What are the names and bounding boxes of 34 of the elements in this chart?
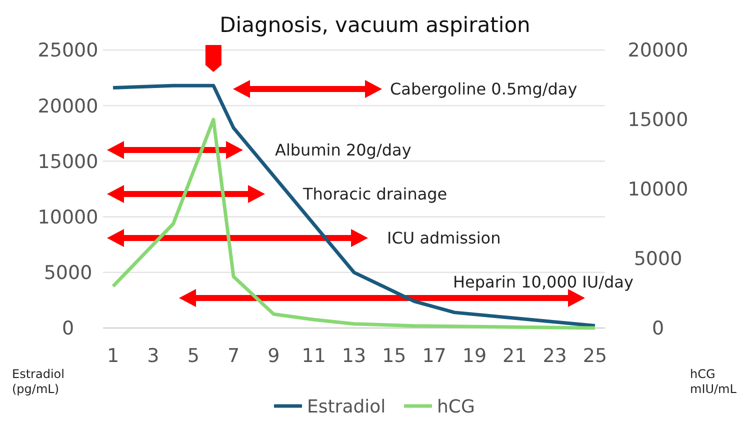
annotation: Heparin 10,000 IU/day xyxy=(453,272,634,292)
y2-tick-label: 10000 xyxy=(628,178,688,201)
y2-tick-label: 15000 xyxy=(628,109,688,132)
legend-label: hCG xyxy=(437,396,475,418)
annotation: Albumin 20g/day xyxy=(275,140,412,160)
x-tick-label: 19 xyxy=(462,345,487,367)
annotation: Cabergoline 0.5mg/day xyxy=(390,80,578,99)
y2-tick-label: 5000 xyxy=(634,248,682,270)
annotation: ICU admission xyxy=(387,228,501,248)
y-tick-label: 10000 xyxy=(38,206,98,228)
x-tick-label: 11 xyxy=(302,345,326,367)
x-tick-label: 3 xyxy=(147,345,160,367)
x-tick-label: 25 xyxy=(582,345,608,367)
y-tick-label: 25000 xyxy=(38,40,98,62)
y-tick-label: 0 xyxy=(62,318,74,340)
annotation: Thoracic drainage xyxy=(302,184,448,204)
x-tick-label: 15 xyxy=(382,345,406,367)
x-tick-label: 5 xyxy=(187,345,200,367)
chart-title: Diagnosis, vacuum aspiration xyxy=(220,13,530,37)
y2-tick-label: 0 xyxy=(652,318,664,340)
x-tick-label: 23 xyxy=(542,345,567,367)
x-tick-label: 9 xyxy=(268,345,280,367)
y2-tick-label: 20000 xyxy=(628,40,688,62)
x-tick-label: 21 xyxy=(502,345,527,367)
legend-label: Estradiol xyxy=(307,396,386,418)
y-tick-label: 5000 xyxy=(44,262,92,284)
x-tick-label: 7 xyxy=(227,345,240,367)
y2-axis-title: hCG mIU/mL xyxy=(690,367,737,396)
y-tick-label: 20000 xyxy=(38,95,98,118)
x-tick-label: 1 xyxy=(106,345,120,367)
y-axis-title: Estradiol (pg/mL) xyxy=(12,367,64,396)
y-tick-label: 15000 xyxy=(38,150,98,173)
x-tick-label: 13 xyxy=(342,345,366,367)
x-tick-label: 17 xyxy=(422,345,446,367)
